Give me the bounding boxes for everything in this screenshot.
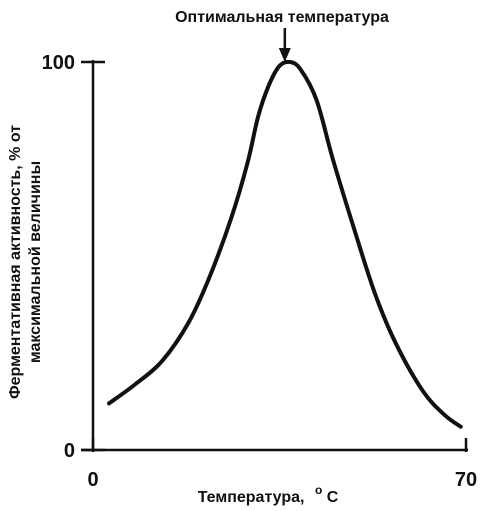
optimum-arrow-head — [278, 48, 291, 62]
y-tick-label: 100 — [42, 52, 75, 74]
y-axis-label-line2: максимальной величины — [27, 161, 44, 363]
x-axis-label-unit: C — [327, 489, 339, 506]
optimum-annotation: Оптимальная температура — [175, 9, 389, 26]
axis-ticks: 0 100 0 70 — [42, 52, 478, 491]
x-tick-label: 0 — [87, 469, 98, 491]
optimum-arrow — [278, 28, 291, 62]
y-axis-label-line1: Ферментативная активность, % от — [7, 125, 24, 399]
x-axis-label-degree: o — [315, 483, 322, 497]
x-axis-label-main: Температура, — [198, 489, 305, 506]
y-tick-label: 0 — [64, 440, 75, 462]
y-axis-label: Ферментативная активность, % от максимал… — [7, 125, 44, 399]
x-tick-label: 70 — [455, 469, 477, 491]
x-axis-label: Температура, o C — [198, 481, 339, 506]
activity-curve — [107, 59, 463, 429]
